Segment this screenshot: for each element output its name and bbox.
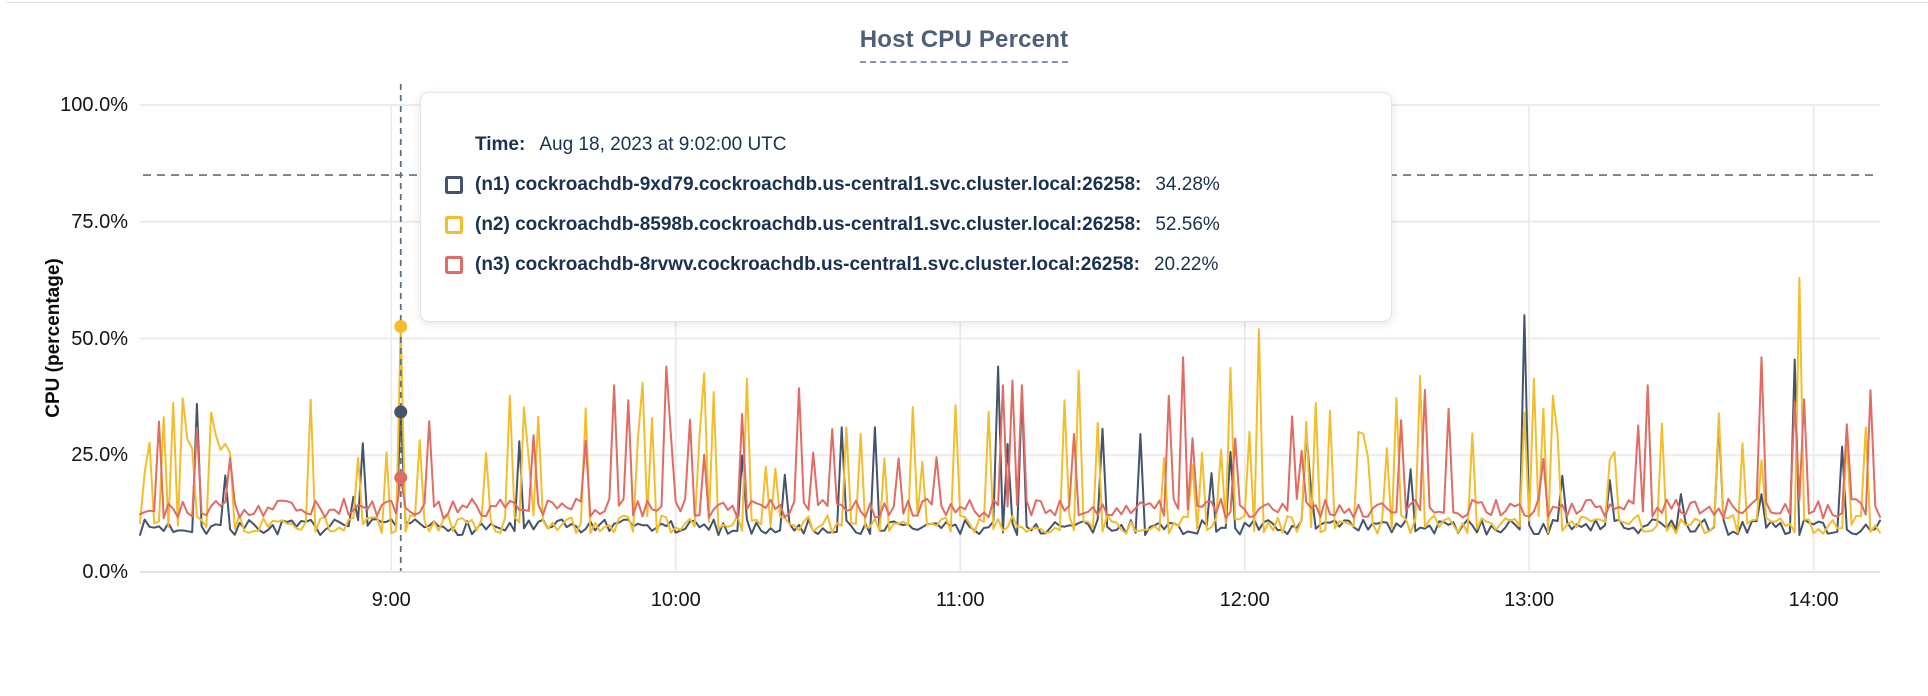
series-n2-value: 52.56% (1155, 214, 1220, 235)
tooltip-series-row: (n2) cockroachdb-8598b.cockroachdb.us-ce… (445, 213, 1367, 237)
y-tick-label: 0.0% (82, 561, 128, 583)
series-n1-square-outline-icon (445, 176, 463, 194)
hover-point-n2 (394, 320, 408, 334)
tooltip-series-row: (n3) cockroachdb-8rvwv.cockroachdb.us-ce… (445, 253, 1367, 277)
x-tick-label: 14:00 (1788, 589, 1839, 611)
chart-title: Host CPU Percent (0, 26, 1928, 63)
series-n1-value: 34.28% (1155, 174, 1220, 195)
tooltip-time-label: Time: (475, 134, 526, 155)
series-n1-label: (n1) cockroachdb-9xd79.cockroachdb.us-ce… (475, 174, 1142, 195)
series-n3-label: (n3) cockroachdb-8rvwv.cockroachdb.us-ce… (475, 254, 1140, 275)
x-tick-label: 13:00 (1504, 589, 1555, 611)
chart-tooltip: Time: Aug 18, 2023 at 9:02:00 UTC (n1) c… (420, 92, 1392, 322)
y-tick-label: 75.0% (71, 210, 128, 233)
series-n3-square-outline-icon (445, 256, 463, 274)
tooltip-series-row: (n1) cockroachdb-9xd79.cockroachdb.us-ce… (445, 173, 1367, 197)
series-n3-value: 20.22% (1153, 254, 1219, 275)
hover-point-n1 (394, 405, 408, 419)
panel-top-border (6, 2, 1928, 3)
x-tick-label: 10:00 (650, 589, 701, 611)
series-n2-label: (n2) cockroachdb-8598b.cockroachdb.us-ce… (475, 214, 1142, 235)
tooltip-time-value: Aug 18, 2023 at 9:02:00 UTC (539, 134, 787, 155)
tooltip-time-row: Time: Aug 18, 2023 at 9:02:00 UTC (475, 133, 1367, 157)
series-line-n1 (139, 314, 1881, 537)
x-tick-label: 12:00 (1219, 589, 1270, 611)
y-tick-label: 50.0% (71, 327, 128, 350)
chart-title-text[interactable]: Host CPU Percent (859, 26, 1069, 63)
series-line-n2 (139, 276, 1881, 535)
x-tick-label: 9:00 (371, 589, 411, 611)
y-tick-label: 100.0% (60, 94, 128, 116)
x-tick-label: 11:00 (935, 589, 985, 611)
hover-point-n3 (394, 471, 408, 485)
series-n2-square-outline-icon (445, 216, 463, 234)
series-line-n3 (139, 356, 1881, 520)
y-tick-label: 25.0% (71, 444, 128, 467)
